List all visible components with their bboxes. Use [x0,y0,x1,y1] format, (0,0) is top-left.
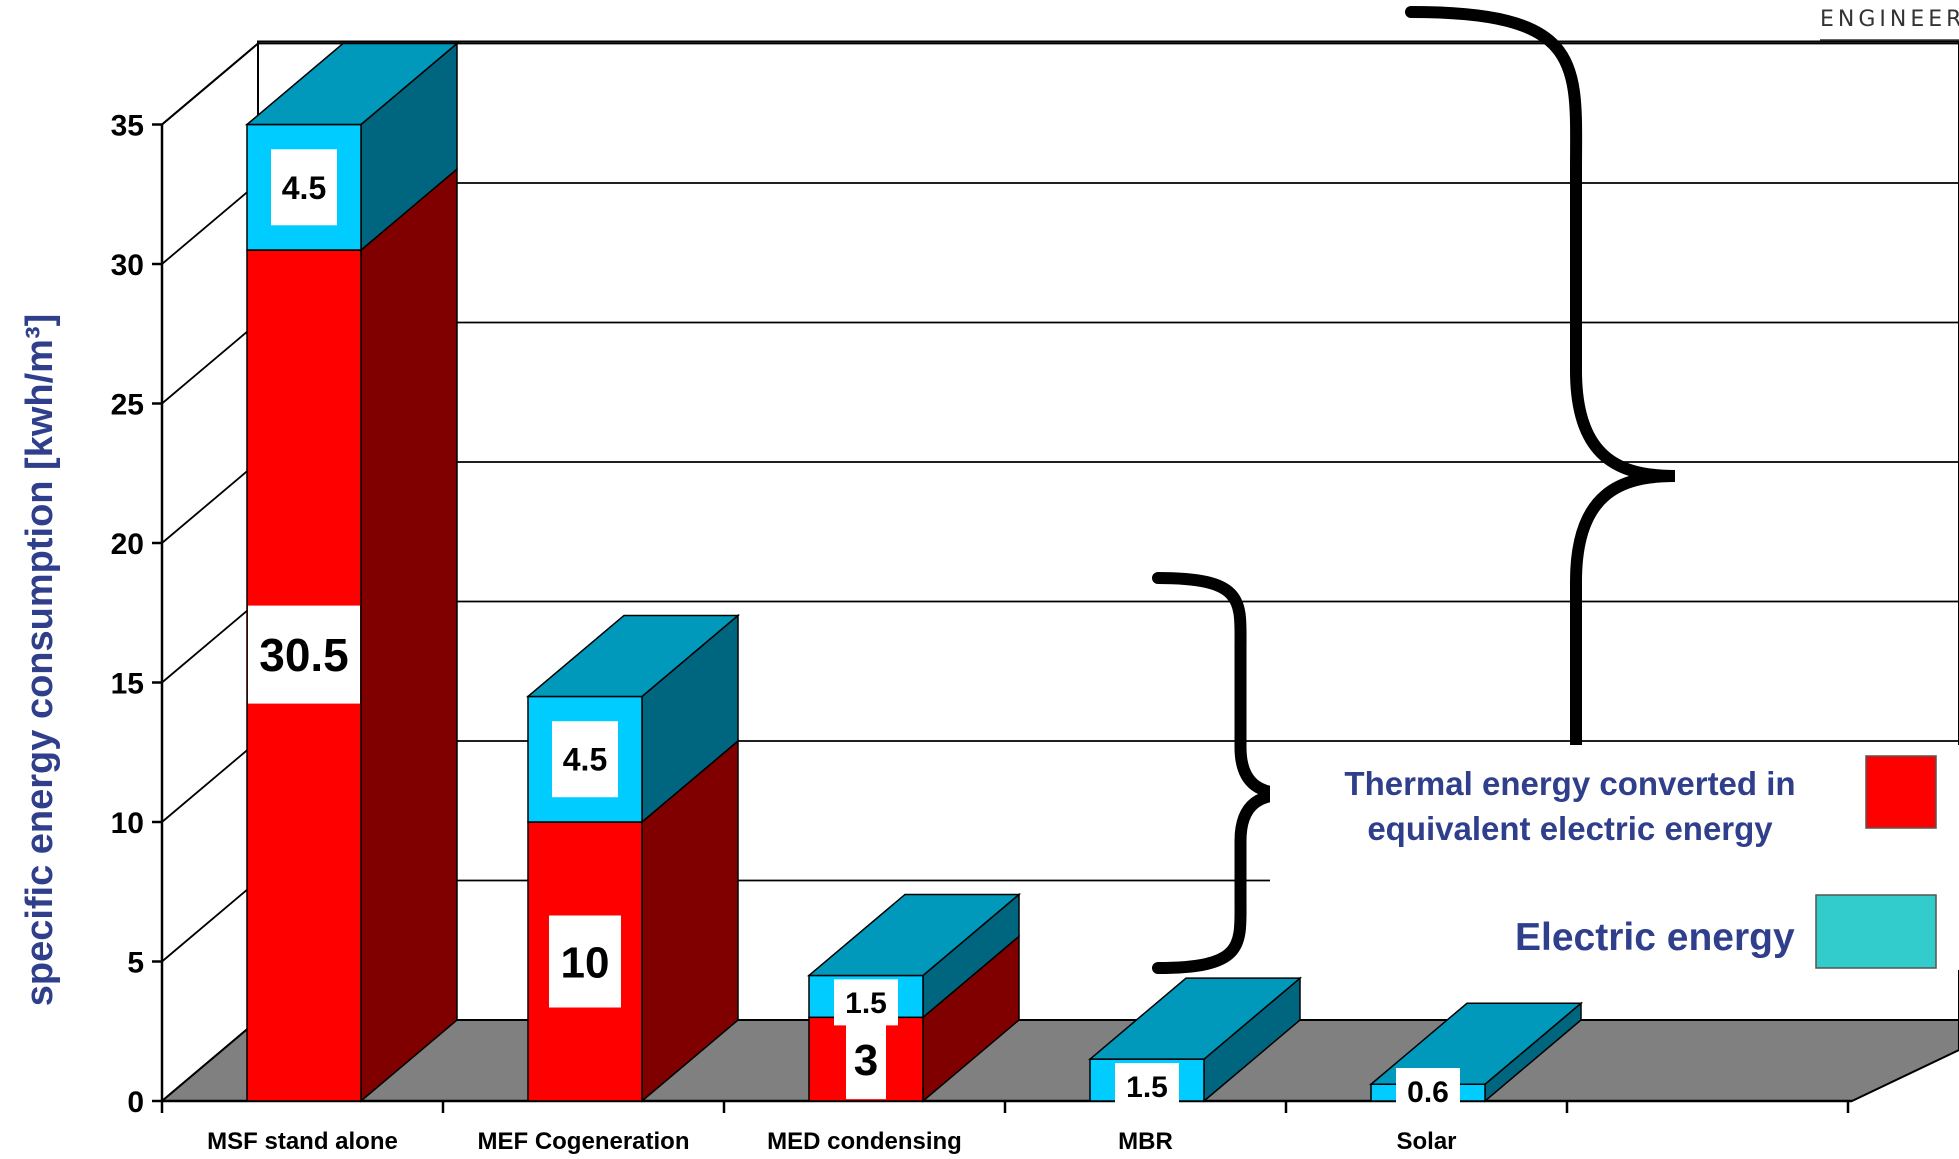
bar-top [244,42,460,126]
electric-value-label-box [271,149,337,226]
thermal-value-label-box [248,605,360,704]
category-label: MSF stand alone [207,1128,398,1155]
y-tick-label: 10 [111,807,144,840]
thermal-value-label-box [846,1019,886,1100]
electric-value-label-box [1115,1063,1179,1110]
legend-swatch-electric [1815,894,1937,969]
bar-stack: 31.5 [806,892,1022,1103]
bar-top [1087,977,1303,1060]
legend-label-electric: Electric energy [1515,916,1795,959]
y-tick-label: 25 [111,389,144,422]
thermal-value-label: 10 [561,938,610,987]
y-tick-label: 20 [111,528,144,561]
legend-label-thermal: Thermal energy converted in [1344,765,1795,802]
y-tick-label: 30 [111,249,144,282]
side-wall [161,41,259,1104]
y-tick-label: 15 [111,668,144,701]
thermal-value-label: 30.5 [259,629,349,681]
y-tick-label: 0 [127,1086,144,1119]
y-tick-label: 5 [127,947,144,980]
corner-text: ENGINEER [1820,7,1959,32]
electric-value-label-box [834,979,898,1026]
category-label: Solar [1396,1128,1456,1155]
y-axis-label: specific energy consumption [kwh/m³] [19,314,61,1007]
electric-value-label: 0.6 [1407,1076,1449,1109]
legend-swatch-thermal [1865,755,1937,829]
x-category-labels: MSF stand alone MEF Cogeneration MED conde… [160,1101,1850,1155]
bar-stack: 30.5 4.5 [244,41,460,1103]
legend: Thermal energy converted in equivalent el… [1270,745,1959,970]
category-label: MED condensing [767,1128,962,1155]
electric-value-label-box [552,721,618,798]
gridline [161,42,1959,126]
electric-value-label: 4.5 [282,170,326,206]
electric-value-label: 4.5 [563,742,607,778]
bar-stack: 1.5 [1087,976,1303,1110]
bar-stack: 0.6 [1368,1001,1584,1114]
bar-top [806,893,1022,977]
legend-label-thermal: equivalent electric energy [1367,810,1773,847]
bar-stack: 104.5 [525,613,741,1103]
y-tick-label: 35 [111,110,144,143]
category-label: MBR [1118,1128,1173,1155]
thermal-bar-side [360,167,458,1103]
thermal-value-label-box [549,915,621,1008]
electric-value-label: 1.5 [845,987,887,1020]
electric-value-label: 1.5 [1126,1071,1168,1104]
y-tick-labels: 0 5 10 15 20 25 30 35 [111,110,162,1119]
electric-value-label-box [1396,1068,1460,1114]
bar-top [525,614,741,698]
category-label: MEF Cogeneration [477,1128,689,1155]
thermal-value-label: 3 [854,1036,878,1085]
